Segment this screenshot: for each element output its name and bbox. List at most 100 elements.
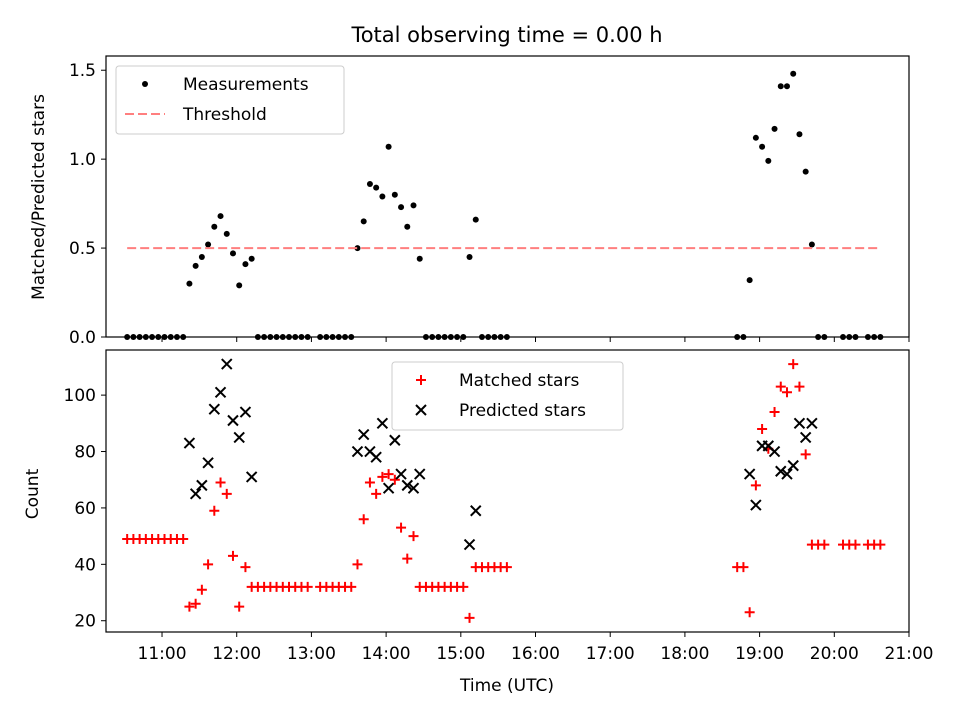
data-point — [329, 334, 336, 340]
data-point — [240, 562, 251, 573]
data-point — [800, 449, 811, 460]
data-point — [192, 262, 199, 269]
x-tick-label: 16:00 — [511, 644, 560, 664]
data-point — [211, 223, 218, 230]
data-point — [401, 479, 413, 492]
data-point — [850, 539, 861, 550]
data-point — [395, 468, 407, 480]
data-point — [768, 445, 781, 458]
data-point — [460, 334, 467, 340]
data-point — [875, 539, 886, 550]
data-point — [759, 143, 766, 150]
data-point — [808, 241, 815, 248]
data-point — [245, 471, 258, 483]
data-point — [765, 157, 772, 164]
data-point — [435, 334, 442, 340]
data-point — [227, 414, 239, 427]
data-point — [743, 468, 756, 480]
data-point — [354, 245, 361, 252]
data-point — [352, 559, 363, 570]
legend-label: Matched stars — [459, 371, 579, 391]
data-point — [750, 480, 761, 491]
data-point — [402, 553, 413, 564]
data-point — [793, 417, 806, 430]
x-tick-label: 20:00 — [810, 644, 859, 664]
x-tick-label: 19:00 — [735, 644, 784, 664]
data-point — [233, 431, 245, 444]
data-point — [799, 431, 812, 444]
data-point — [757, 423, 768, 434]
data-point — [819, 539, 830, 550]
bottom-y-axis-label: Count — [23, 468, 43, 519]
x-tick-label: 13:00 — [287, 644, 336, 664]
data-point — [497, 334, 504, 340]
data-point — [864, 334, 871, 340]
y-tick-label: 40 — [74, 555, 96, 575]
legend-label: Threshold — [182, 105, 267, 125]
data-point — [379, 193, 386, 200]
data-point — [470, 505, 482, 517]
data-point — [752, 134, 759, 141]
data-point — [279, 334, 286, 340]
data-point — [382, 482, 395, 494]
data-point — [184, 601, 195, 612]
data-point — [376, 417, 389, 430]
data-point — [478, 334, 485, 340]
data-point — [136, 334, 143, 340]
data-point — [407, 482, 420, 494]
data-point — [734, 334, 741, 340]
legend-marker — [142, 81, 148, 87]
data-point — [178, 533, 189, 544]
data-point — [441, 334, 448, 340]
y-tick-label: 60 — [74, 499, 96, 519]
data-point — [464, 612, 475, 623]
data-point — [209, 505, 220, 516]
data-point — [360, 218, 367, 225]
data-point — [422, 334, 429, 340]
top-ratio-plot: 0.0 0.5 1.0 1.5 Measurements Threshold — [69, 55, 910, 348]
data-point — [346, 581, 357, 592]
x-tick-label: 17:00 — [586, 644, 635, 664]
data-point — [292, 334, 299, 340]
data-point — [775, 465, 787, 477]
data-point — [429, 334, 436, 340]
data-point — [180, 334, 187, 340]
y-tick-label: 20 — [74, 612, 96, 632]
data-point — [802, 168, 809, 175]
data-point — [503, 334, 510, 340]
data-point — [190, 598, 201, 609]
data-point — [806, 417, 818, 430]
data-point — [389, 474, 400, 485]
data-point — [750, 499, 762, 511]
data-point — [286, 334, 293, 340]
data-point — [391, 191, 398, 198]
data-point — [202, 457, 214, 469]
legend: Matched stars Predicted stars — [391, 361, 624, 431]
data-point — [214, 386, 227, 399]
data-point — [298, 334, 305, 340]
data-point — [189, 488, 202, 500]
data-point — [304, 334, 311, 340]
data-point — [227, 550, 238, 561]
y-tick-label: 100 — [64, 386, 96, 406]
data-point — [130, 334, 137, 340]
data-point — [183, 437, 196, 449]
data-point — [466, 253, 473, 260]
data-point — [404, 223, 411, 230]
data-point — [447, 334, 454, 340]
data-point — [781, 387, 792, 398]
data-point — [385, 143, 392, 150]
data-point — [414, 468, 426, 480]
data-point — [383, 469, 394, 480]
data-point — [783, 83, 790, 90]
data-point — [124, 334, 131, 340]
plot-frame — [105, 349, 910, 633]
data-point — [167, 334, 174, 340]
data-point — [357, 428, 370, 441]
data-point — [408, 531, 419, 542]
data-point — [877, 334, 884, 340]
data-point — [790, 70, 797, 77]
data-point — [501, 562, 512, 573]
x-tick-label: 18:00 — [660, 644, 709, 664]
data-point — [781, 468, 793, 480]
